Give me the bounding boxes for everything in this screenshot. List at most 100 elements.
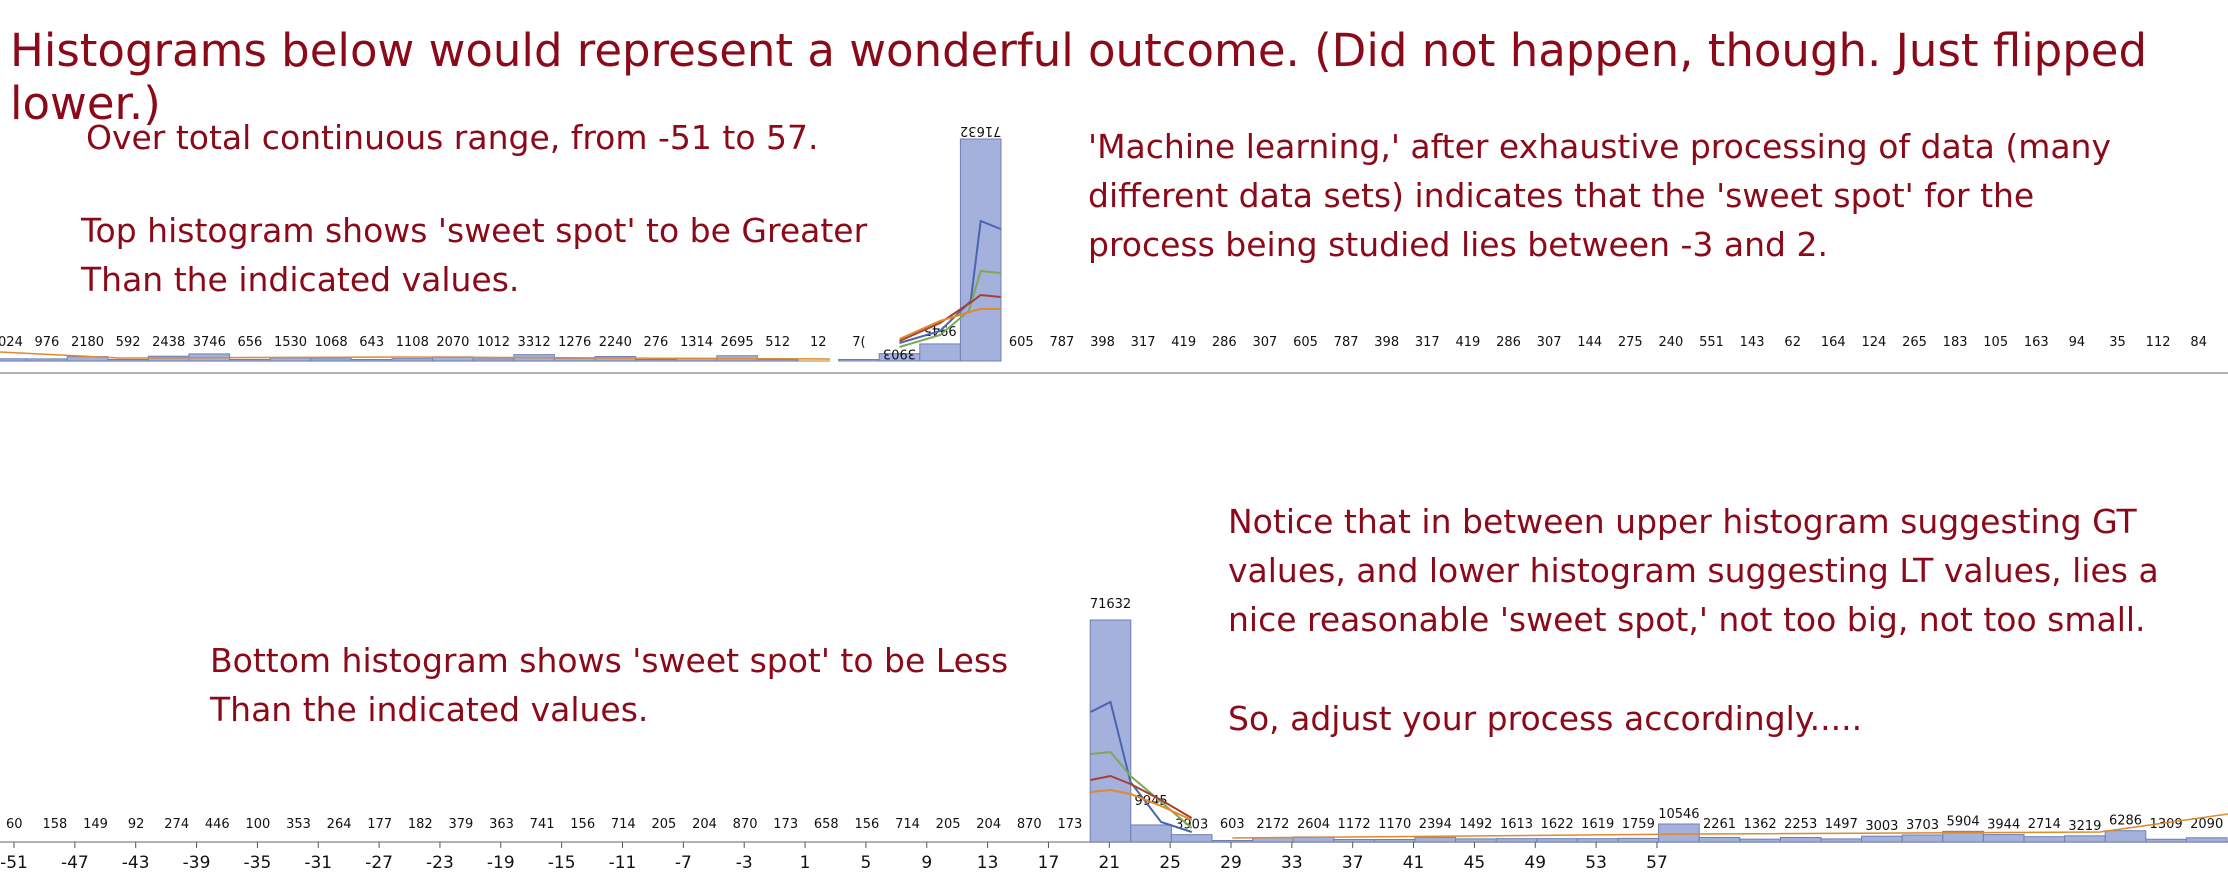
- bottom-bar: [2185, 837, 2228, 843]
- x-tick-label: 53: [1585, 853, 1607, 873]
- bottom-bar-label: 1613: [1500, 817, 1533, 832]
- top-bar-label: 2695: [721, 335, 754, 350]
- top-bar-label: 7(: [852, 335, 865, 350]
- top-bar-label: 240: [1658, 335, 1683, 350]
- bottom-bar-label: 2253: [1784, 817, 1817, 832]
- top-histogram: 1024 976 2180 592 2438 3746 656 1530 1068 643 1108…: [0, 123, 2228, 374]
- x-tick-label: 9: [921, 853, 932, 873]
- bottom-bar-label: 10546: [1658, 807, 1699, 822]
- top-bar-label: 112: [2146, 335, 2171, 350]
- top-bar-label: 183: [1943, 335, 1968, 350]
- x-tick-label: 17: [1038, 853, 1060, 873]
- bottom-bar-label: 173: [1057, 817, 1082, 832]
- top-bar-label: 1276: [558, 335, 591, 350]
- bottom-bar-label: 177: [367, 817, 392, 832]
- bottom-bar-label: 205: [936, 817, 961, 832]
- x-tick-label: -27: [365, 853, 393, 873]
- top-bar: [553, 357, 596, 362]
- bottom-bar-label: 2714: [2028, 817, 2061, 832]
- x-tick-label: -23: [426, 853, 454, 873]
- bottom-bar-label: 1362: [1744, 817, 1777, 832]
- top-bar-label: 787: [1049, 335, 1074, 350]
- top-bar: [229, 359, 271, 362]
- bottom-bar-label: 870: [733, 817, 758, 832]
- top-bar-label: 317: [1131, 335, 1156, 350]
- top-bar: [838, 359, 880, 362]
- top-bar-label: 398: [1374, 335, 1399, 350]
- top-bar-label: 105: [1983, 335, 2008, 350]
- top-bar-label: 307: [1537, 335, 1562, 350]
- bottom-bar: [1861, 835, 1903, 843]
- top-bar-label: 643: [359, 335, 384, 350]
- bottom-bar: [1576, 838, 1619, 843]
- top-bar-label: 1314: [680, 335, 713, 350]
- x-tick-label: -15: [548, 853, 576, 873]
- top-bar-label: 12: [810, 335, 827, 350]
- top-bar-label: 164: [1821, 335, 1846, 350]
- x-tick-label: 21: [1098, 853, 1120, 873]
- bottom-bar: [1901, 834, 1944, 843]
- top-bar-label: 35: [2109, 335, 2126, 350]
- bottom-bar: [1820, 838, 1863, 843]
- bottom-bar-label: 603: [1220, 817, 1245, 832]
- bottom-histogram: 60 158 149 92 274 446 100 353 264 177 182 379 363 741…: [0, 597, 2228, 873]
- bottom-bar: [1089, 619, 1132, 843]
- top-bar-label: 2240: [599, 335, 632, 350]
- bottom-bar-label: 60: [6, 817, 23, 832]
- x-tick-label: -47: [61, 853, 89, 873]
- x-tick-label: 33: [1281, 853, 1303, 873]
- top-bar-label: 605: [1009, 335, 1034, 350]
- bottom-bar-label: 2090: [2190, 817, 2223, 832]
- bottom-bar-label: 379: [448, 817, 473, 832]
- top-bar-label: 286: [1496, 335, 1521, 350]
- top-bar-label: 307: [1252, 335, 1277, 350]
- top-bar-label: 419: [1455, 335, 1480, 350]
- top-bar-label: 2070: [436, 335, 469, 350]
- x-tick-label: 1: [800, 853, 811, 873]
- bottom-bar-label: 3003: [1865, 819, 1898, 834]
- bottom-bar-label: 156: [570, 817, 595, 832]
- x-tick-label: -3: [736, 853, 753, 873]
- bottom-bar-label: 1492: [1459, 817, 1492, 832]
- bottom-bar-label: 274: [164, 817, 189, 832]
- x-tick-label: -51: [0, 853, 28, 873]
- top-bar: [107, 359, 149, 362]
- bottom-bar-label: 149: [83, 817, 108, 832]
- x-tick-label: -43: [122, 853, 150, 873]
- x-tick-label: -39: [183, 853, 211, 873]
- top-bar-label: 1108: [396, 335, 429, 350]
- top-bar: [310, 358, 352, 362]
- top-bar-label: 62: [1784, 335, 1801, 350]
- top-bar-label: 976: [34, 335, 59, 350]
- range-note: Over total continuous range, from -51 to…: [86, 118, 819, 157]
- bottom-bar: [1698, 836, 1741, 843]
- page-title: Histograms below would represent a wonde…: [10, 24, 2148, 130]
- top-bar-label: 94: [2069, 335, 2086, 350]
- top-bar-label: 2180: [71, 335, 104, 350]
- top-bar: [26, 358, 68, 362]
- x-tick-label: -31: [304, 853, 332, 873]
- top-bar-label: 605: [1293, 335, 1318, 350]
- bottom-bar-label: 6286: [2109, 814, 2142, 829]
- top-bar-label: 787: [1334, 335, 1359, 350]
- bottom-bar-label: 1172: [1338, 817, 1371, 832]
- top-bar: [919, 343, 961, 362]
- bottom-bar-label: 264: [327, 817, 352, 832]
- top-bar: [756, 359, 799, 362]
- top-bar-label: 286: [1212, 335, 1237, 350]
- x-tick-label: -11: [609, 853, 637, 873]
- bottom-bar-label: 156: [854, 817, 879, 832]
- x-tick-label: 29: [1220, 853, 1242, 873]
- top-bar-label: 265: [1902, 335, 1927, 350]
- bottom-bar: [1414, 836, 1457, 843]
- top-bar-label: 1068: [315, 335, 348, 350]
- bottom-bar-label: 2261: [1703, 817, 1736, 832]
- bottom-histogram-note: Bottom histogram shows 'sweet spot' to b…: [210, 641, 1009, 729]
- top-bar-label: 317: [1415, 335, 1440, 350]
- bottom-bar-label: 1170: [1378, 817, 1411, 832]
- top-bar-label: 656: [237, 335, 262, 350]
- top-bar-label: 1012: [477, 335, 510, 350]
- bottom-bar-label: 205: [651, 817, 676, 832]
- top-bar-label: 3903: [883, 346, 916, 361]
- bottom-bar-label: 1497: [1825, 817, 1858, 832]
